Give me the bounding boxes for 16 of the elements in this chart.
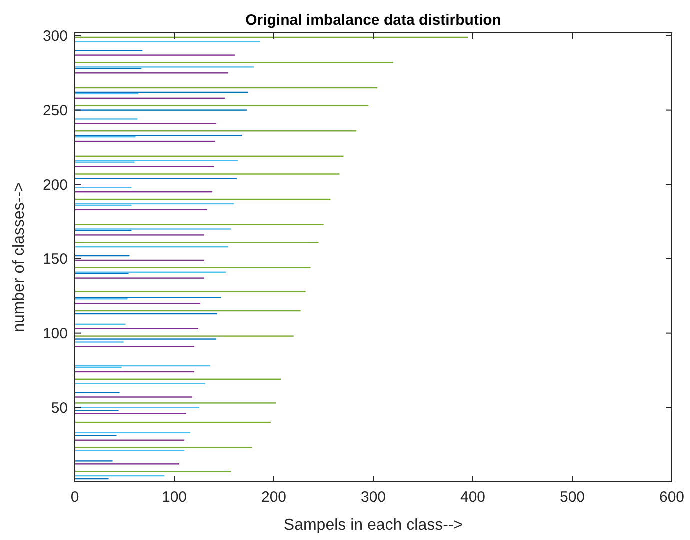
x-tick-label: 100 — [162, 489, 188, 506]
y-tick-label: 250 — [42, 102, 68, 120]
y-tick-label: 150 — [42, 251, 68, 268]
y-tick-label: 300 — [42, 28, 68, 46]
x-tick-label: 400 — [460, 489, 486, 506]
x-tick-label: 300 — [360, 489, 386, 506]
x-axis-title: Sampels in each class--> — [284, 517, 464, 534]
x-tick-label: 0 — [70, 489, 80, 506]
x-tick-label: 200 — [261, 489, 287, 506]
chart-title: Original imbalance data distirbution — [246, 12, 502, 29]
x-tick-label: 600 — [659, 489, 685, 506]
y-tick-label: 200 — [42, 176, 68, 194]
x-tick-label: 500 — [560, 489, 586, 506]
y-tick-label: 50 — [51, 400, 68, 417]
y-tick-label: 100 — [42, 326, 68, 343]
y-axis-title: number of classes--> — [11, 182, 28, 332]
